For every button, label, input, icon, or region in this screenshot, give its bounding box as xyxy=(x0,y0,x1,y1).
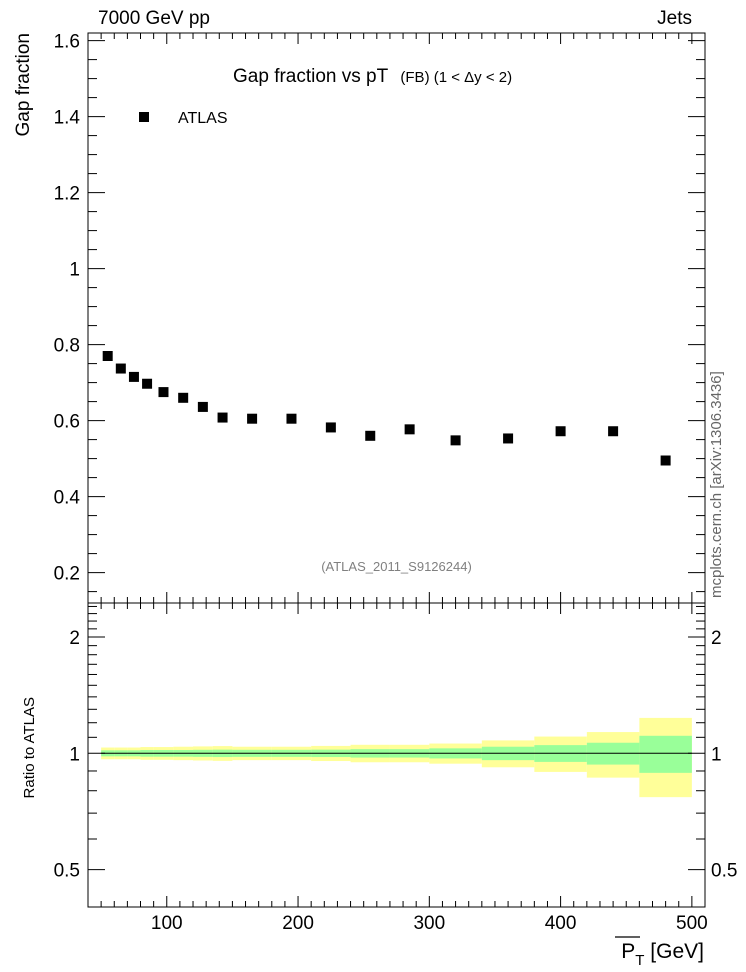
ratio-band-inner xyxy=(639,735,692,773)
data-point xyxy=(128,371,139,382)
main-ytick-label: 1 xyxy=(69,260,80,281)
data-point xyxy=(660,455,671,466)
header-left: 7000 GeV pp xyxy=(98,8,210,29)
data-point xyxy=(286,413,297,424)
ratio-ytick-label-right: 0.5 xyxy=(711,861,737,882)
data-point xyxy=(178,392,189,403)
data-point xyxy=(404,424,415,435)
main-ytick-label: 1.2 xyxy=(54,184,80,205)
main-ylabel: Gap fraction xyxy=(13,33,34,137)
ratio-xtick-label: 300 xyxy=(413,913,445,934)
ratio-plot-frame xyxy=(87,602,706,908)
ratio-ytick-label-left: 1 xyxy=(69,744,80,765)
main-ytick-label: 1.4 xyxy=(54,108,81,129)
ratio-xtick-label: 100 xyxy=(151,913,183,934)
ratio-xtick-label: 500 xyxy=(676,913,708,934)
xlabel-symbol: P xyxy=(621,940,635,963)
data-point xyxy=(555,426,566,437)
ratio-xlabel: PT [GeV] xyxy=(621,940,704,969)
ratio-ytick-label-left: 0.5 xyxy=(54,861,80,882)
legend-label: ATLAS xyxy=(178,110,228,127)
ratio-panel: 0.5 0.5 1 1 2 2 100 200 300 400 500 Ratio to ATLAS P… xyxy=(21,602,737,969)
ratio-ylabel: Ratio to ATLAS xyxy=(21,697,38,798)
analysis-watermark: (ATLAS_2011_S9126244) xyxy=(321,559,472,574)
xlabel-subscript: T xyxy=(635,952,644,969)
legend-marker xyxy=(139,112,149,122)
chart-title-main: Gap fraction vs pT xyxy=(233,66,389,87)
data-point xyxy=(450,435,461,446)
data-point xyxy=(608,426,619,437)
data-point xyxy=(325,422,336,433)
ratio-xtick-label: 400 xyxy=(545,913,577,934)
data-point xyxy=(158,387,169,398)
data-point xyxy=(197,401,208,412)
data-point xyxy=(503,433,514,444)
ratio-ytick-label-right: 1 xyxy=(711,744,722,765)
chart-title-suffix: (FB) (1 < Δy < 2) xyxy=(396,69,512,86)
ratio-xtick-label: 200 xyxy=(282,913,314,934)
main-ytick-label: 0.2 xyxy=(54,564,80,585)
ratio-ytick-label-right: 2 xyxy=(711,628,722,649)
data-point xyxy=(217,412,228,423)
data-point xyxy=(365,430,376,441)
header-right: Jets xyxy=(657,8,692,29)
data-point xyxy=(142,378,153,389)
data-point xyxy=(247,413,258,424)
ratio-ytick-label-left: 2 xyxy=(69,628,80,649)
main-ytick-label: 0.6 xyxy=(54,412,80,433)
xlabel-unit: [GeV] xyxy=(644,940,704,963)
main-ytick-label: 0.4 xyxy=(54,488,81,509)
data-point xyxy=(102,351,113,361)
main-ytick-label: 0.8 xyxy=(54,336,80,357)
data-point xyxy=(115,363,126,374)
main-panel: 0.2 0.4 0.6 0.8 1 1.2 1.4 1.6 Gap fraction Gap fr… xyxy=(13,32,706,604)
chart-title: Gap fraction vs pT (FB) (1 < Δy < 2) xyxy=(233,66,512,87)
main-ytick-label: 1.6 xyxy=(54,32,80,53)
